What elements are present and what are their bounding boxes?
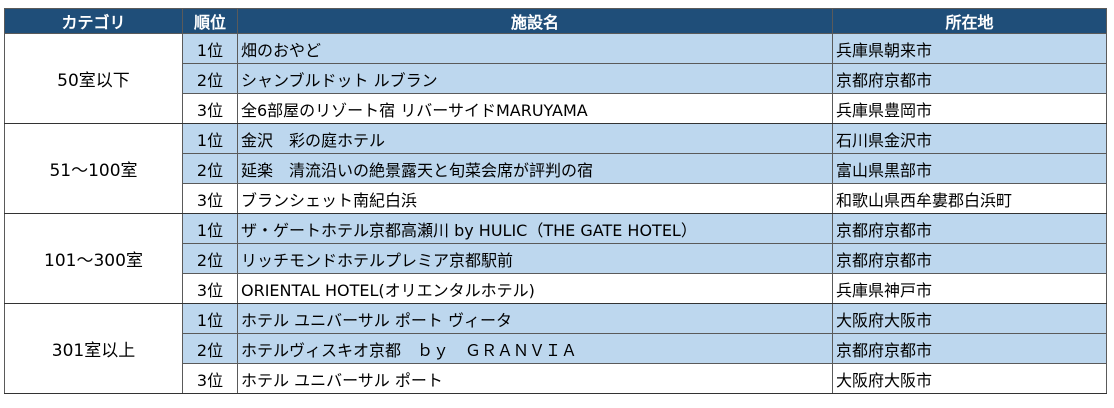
location-cell: 富山県黒部市 (832, 153, 1107, 184)
facility-name-cell: 畑のおやど (237, 33, 833, 64)
location-cell: 兵庫県神戸市 (832, 273, 1107, 304)
facility-name-cell: ORIENTAL HOTEL(オリエンタルホテル) (237, 273, 833, 304)
table-row: 301室以上 1位 ホテル ユニバーサル ポート ヴィータ 大阪府大阪市 (4, 303, 1107, 394)
table-row: 51～100室 1位 金沢 彩の庭ホテル 石川県金沢市 (4, 123, 1107, 214)
location-cell: 大阪府大阪市 (832, 303, 1107, 334)
location-cell: 京都府京都市 (832, 333, 1107, 364)
header-rank: 順位 (182, 8, 238, 34)
rank-cell: 1位 (182, 213, 238, 244)
table-row: 2位 シャンブルドット ルブラン 京都府京都市 (5, 63, 1107, 94)
location-cell: 京都府京都市 (832, 213, 1107, 244)
location-cell: 京都府京都市 (832, 63, 1107, 94)
ranking-table-container: カテゴリ 順位 施設名 所在地 50室以下 1位 畑のおやど 兵庫県朝来市 2位… (4, 8, 1107, 394)
table-row: 2位 リッチモンドホテルプレミア京都駅前 京都府京都市 (5, 243, 1107, 274)
table-header: カテゴリ 順位 施設名 所在地 (4, 8, 1107, 34)
location-cell: 大阪府大阪市 (832, 363, 1107, 394)
table-row: 3位 ORIENTAL HOTEL(オリエンタルホテル) 兵庫県神戸市 (5, 273, 1107, 304)
facility-name-cell: リッチモンドホテルプレミア京都駅前 (237, 243, 833, 274)
rank-cell: 3位 (182, 363, 238, 394)
facility-name-cell: 延楽 清流沿いの絶景露天と旬菜会席が評判の宿 (237, 153, 833, 184)
location-cell: 兵庫県豊岡市 (832, 93, 1107, 124)
rank-cell: 3位 (182, 183, 238, 214)
facility-name-cell: ホテル ユニバーサル ポート (237, 363, 833, 394)
table-row: 2位 延楽 清流沿いの絶景露天と旬菜会席が評判の宿 富山県黒部市 (5, 153, 1107, 184)
facility-name-cell: ブランシェット南紀白浜 (237, 183, 833, 214)
table-row: 50室以下 1位 畑のおやど 兵庫県朝来市 (4, 33, 1107, 124)
category-cell: 301室以上 (4, 303, 183, 394)
facility-name-cell: ホテル ユニバーサル ポート ヴィータ (237, 303, 833, 334)
location-cell: 石川県金沢市 (832, 123, 1107, 154)
group-101-300: 101～300室 1位 ザ・ゲートホテル京都高瀬川 by HULIC（THE G… (4, 213, 1107, 304)
group-50-or-less: 50室以下 1位 畑のおやど 兵庫県朝来市 2位 シャンブルドット ルブラン 京… (4, 33, 1107, 124)
location-cell: 京都府京都市 (832, 243, 1107, 274)
rank-cell: 3位 (182, 273, 238, 304)
table-row: 3位 ブランシェット南紀白浜 和歌山県西牟婁郡白浜町 (5, 183, 1107, 214)
table-row: 3位 全6部屋のリゾート宿 リバーサイドMARUYAMA 兵庫県豊岡市 (5, 93, 1107, 124)
category-cell: 101～300室 (4, 213, 183, 304)
header-row: カテゴリ 順位 施設名 所在地 (4, 8, 1107, 34)
header-location: 所在地 (832, 8, 1107, 34)
table-row: 3位 ホテル ユニバーサル ポート 大阪府大阪市 (5, 363, 1107, 394)
header-category: カテゴリ (4, 8, 183, 34)
table-row: 101～300室 1位 ザ・ゲートホテル京都高瀬川 by HULIC（THE G… (4, 213, 1107, 304)
rank-cell: 2位 (182, 243, 238, 274)
rank-cell: 2位 (182, 63, 238, 94)
rank-cell: 3位 (182, 93, 238, 124)
rank-cell: 1位 (182, 33, 238, 64)
facility-name-cell: 金沢 彩の庭ホテル (237, 123, 833, 154)
facility-name-cell: ホテルヴィスキオ京都 ｂｙ ＧＲＡＮＶＩＡ (237, 333, 833, 364)
location-cell: 兵庫県朝来市 (832, 33, 1107, 64)
category-cell: 51～100室 (4, 123, 183, 214)
location-cell: 和歌山県西牟婁郡白浜町 (832, 183, 1107, 214)
rank-cell: 2位 (182, 153, 238, 184)
ranking-table: カテゴリ 順位 施設名 所在地 50室以下 1位 畑のおやど 兵庫県朝来市 2位… (4, 8, 1107, 394)
facility-name-cell: シャンブルドット ルブラン (237, 63, 833, 94)
group-51-100: 51～100室 1位 金沢 彩の庭ホテル 石川県金沢市 2位 延楽 清流沿いの絶… (4, 123, 1107, 214)
facility-name-cell: 全6部屋のリゾート宿 リバーサイドMARUYAMA (237, 93, 833, 124)
group-301-or-more: 301室以上 1位 ホテル ユニバーサル ポート ヴィータ 大阪府大阪市 2位 … (4, 303, 1107, 394)
header-facility: 施設名 (237, 8, 833, 34)
rank-cell: 2位 (182, 333, 238, 364)
rank-cell: 1位 (182, 123, 238, 154)
category-cell: 50室以下 (4, 33, 183, 124)
rank-cell: 1位 (182, 303, 238, 334)
facility-name-cell: ザ・ゲートホテル京都高瀬川 by HULIC（THE GATE HOTEL） (237, 213, 833, 244)
